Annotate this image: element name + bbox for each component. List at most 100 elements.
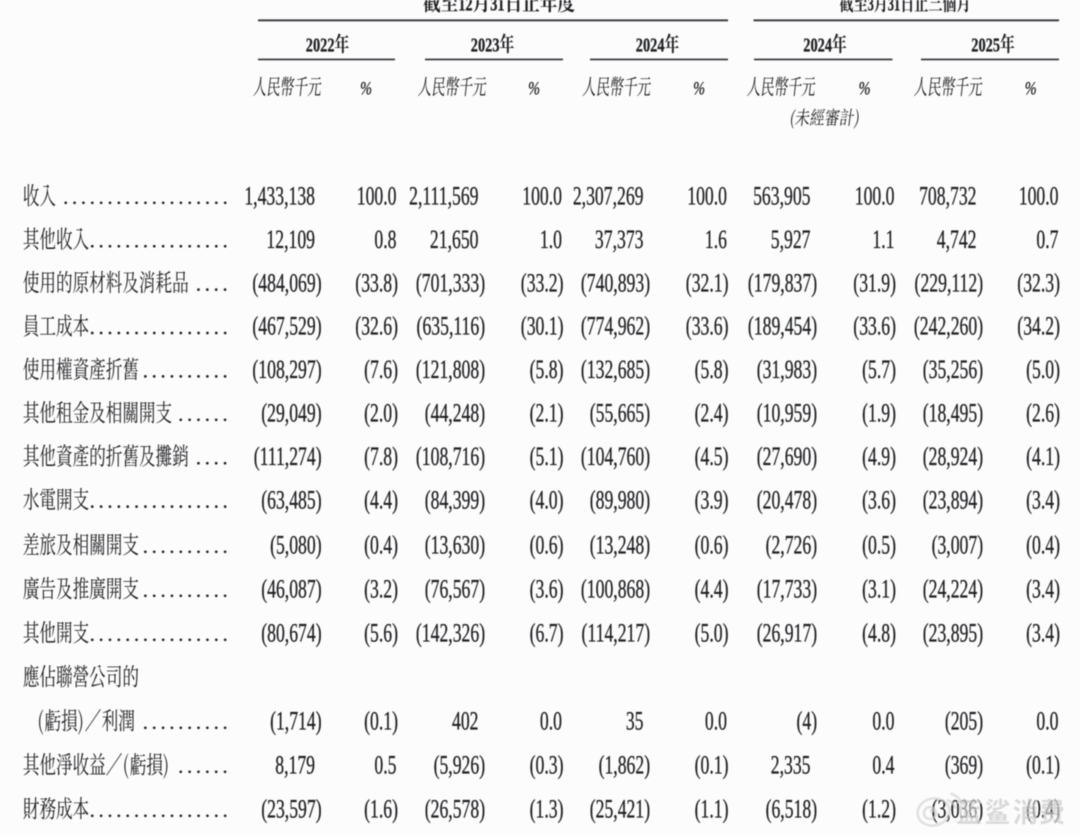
svg-text:(23,894): (23,894): [923, 485, 983, 514]
svg-text:(13,248): (13,248): [590, 530, 650, 559]
svg-text:(32.3): (32.3): [1017, 268, 1060, 297]
svg-text:(33.2): (33.2): [521, 268, 564, 297]
svg-text:(3.9): (3.9): [695, 485, 729, 514]
svg-text:100.0: 100.0: [687, 181, 727, 210]
svg-text:(33.6): (33.6): [853, 311, 896, 340]
svg-text:(44,248): (44,248): [425, 398, 485, 427]
svg-text:(740,893): (740,893): [581, 268, 650, 297]
svg-text:(4.9): (4.9): [862, 442, 896, 471]
svg-text:(0.3): (0.3): [530, 750, 564, 779]
svg-text:(24,224): (24,224): [923, 574, 983, 603]
svg-text:1.1: 1.1: [872, 225, 894, 254]
svg-text:(100,868): (100,868): [581, 574, 650, 603]
svg-text:(31.9): (31.9): [853, 268, 896, 297]
svg-text:(5,080): (5,080): [270, 530, 322, 559]
svg-text:100.0: 100.0: [357, 181, 397, 210]
svg-text:(5.0): (5.0): [1026, 355, 1060, 384]
svg-text:(108,297): (108,297): [252, 355, 321, 384]
svg-text:(5.6): (5.6): [364, 618, 398, 647]
svg-text:(4.5): (4.5): [695, 442, 729, 471]
svg-text:(1.6): (1.6): [364, 794, 398, 823]
svg-text:(1.1): (1.1): [695, 794, 729, 823]
svg-text:0.0: 0.0: [872, 706, 894, 735]
svg-text:(80,674): (80,674): [261, 618, 321, 647]
svg-text:(1.3): (1.3): [530, 794, 564, 823]
svg-text:(3.4): (3.4): [1026, 574, 1060, 603]
svg-text:(701,333): (701,333): [416, 268, 485, 297]
svg-text:1.0: 1.0: [540, 225, 562, 254]
svg-text:(55,665): (55,665): [590, 398, 650, 427]
svg-text:(20,478): (20,478): [757, 485, 817, 514]
svg-text:402: 402: [452, 706, 479, 735]
svg-text:2,335: 2,335: [771, 750, 811, 779]
svg-text:(35,256): (35,256): [923, 355, 983, 384]
svg-text:(32.6): (32.6): [355, 311, 398, 340]
svg-text:(89,980): (89,980): [590, 485, 650, 514]
svg-text:(23,895): (23,895): [923, 618, 983, 647]
svg-text:(32.1): (32.1): [686, 268, 729, 297]
svg-text:(0.6): (0.6): [695, 530, 729, 559]
svg-text:%: %: [693, 78, 705, 99]
svg-text:(0.1): (0.1): [364, 706, 398, 735]
svg-text:%: %: [528, 78, 540, 99]
svg-text:(242,260): (242,260): [914, 311, 983, 340]
svg-text:0.4: 0.4: [872, 750, 894, 779]
svg-text:(27,690): (27,690): [757, 442, 817, 471]
svg-text:(3.6): (3.6): [862, 485, 896, 514]
svg-text:(179,837): (179,837): [748, 268, 817, 297]
svg-text:(635,116): (635,116): [417, 311, 486, 340]
svg-text:(0.5): (0.5): [862, 530, 896, 559]
svg-text:2023: 2023: [471, 33, 500, 56]
svg-text:(33.6): (33.6): [686, 311, 729, 340]
svg-text:(484,069): (484,069): [252, 268, 321, 297]
svg-text:(189,454): (189,454): [748, 311, 817, 340]
svg-text:(23,597): (23,597): [261, 794, 321, 823]
svg-text:(3,007): (3,007): [932, 530, 984, 559]
svg-text:(6.7): (6.7): [530, 618, 564, 647]
svg-text:0.0: 0.0: [540, 706, 562, 735]
svg-text:21,650: 21,650: [430, 225, 479, 254]
svg-text:(369): (369): [945, 750, 983, 779]
svg-text:5,927: 5,927: [771, 225, 811, 254]
svg-text:(31,983): (31,983): [757, 355, 817, 384]
svg-text:(108,716): (108,716): [416, 442, 485, 471]
svg-text:2022: 2022: [306, 33, 335, 56]
svg-text:0.8: 0.8: [374, 225, 396, 254]
svg-text:708,732: 708,732: [919, 181, 976, 210]
svg-text:(76,567): (76,567): [425, 574, 485, 603]
svg-text:%: %: [1025, 78, 1037, 99]
svg-text:(25,421): (25,421): [590, 794, 650, 823]
svg-text:(121,808): (121,808): [416, 355, 485, 384]
svg-text:(5,926): (5,926): [434, 750, 486, 779]
svg-text:3: 3: [868, 0, 874, 15]
svg-text:4,742: 4,742: [937, 225, 977, 254]
svg-text:(114,217): (114,217): [582, 618, 651, 647]
svg-text:(1,862): (1,862): [599, 750, 651, 779]
svg-text:(7.6): (7.6): [364, 355, 398, 384]
svg-text:(111,274): (111,274): [254, 442, 322, 471]
svg-text:(467,529): (467,529): [252, 311, 321, 340]
svg-text:(26,578): (26,578): [425, 794, 485, 823]
svg-text:31: 31: [888, 0, 900, 15]
svg-text:(7.8): (7.8): [364, 442, 398, 471]
svg-text:(5.1): (5.1): [530, 442, 564, 471]
svg-text:(3.1): (3.1): [862, 574, 896, 603]
svg-text:2024: 2024: [803, 33, 832, 56]
svg-text:(0.4): (0.4): [1026, 530, 1060, 559]
svg-text:(229,112): (229,112): [915, 268, 984, 297]
svg-text:(4.4): (4.4): [364, 485, 398, 514]
svg-text:(34.2): (34.2): [1017, 311, 1060, 340]
svg-text:0.0: 0.0: [705, 706, 727, 735]
svg-text:(3.4): (3.4): [1026, 485, 1060, 514]
svg-text:%: %: [360, 78, 372, 99]
svg-text:(84,399): (84,399): [425, 485, 485, 514]
svg-text:(5.7): (5.7): [862, 355, 896, 384]
svg-text:2,307,269: 2,307,269: [573, 181, 644, 210]
svg-text:(28,924): (28,924): [923, 442, 983, 471]
svg-text:2025: 2025: [971, 33, 1000, 56]
svg-text:(2.6): (2.6): [1026, 398, 1060, 427]
svg-text:(63,485): (63,485): [261, 485, 321, 514]
svg-text:(18,495): (18,495): [923, 398, 983, 427]
svg-text:(205): (205): [945, 706, 983, 735]
svg-text:35: 35: [626, 706, 644, 735]
